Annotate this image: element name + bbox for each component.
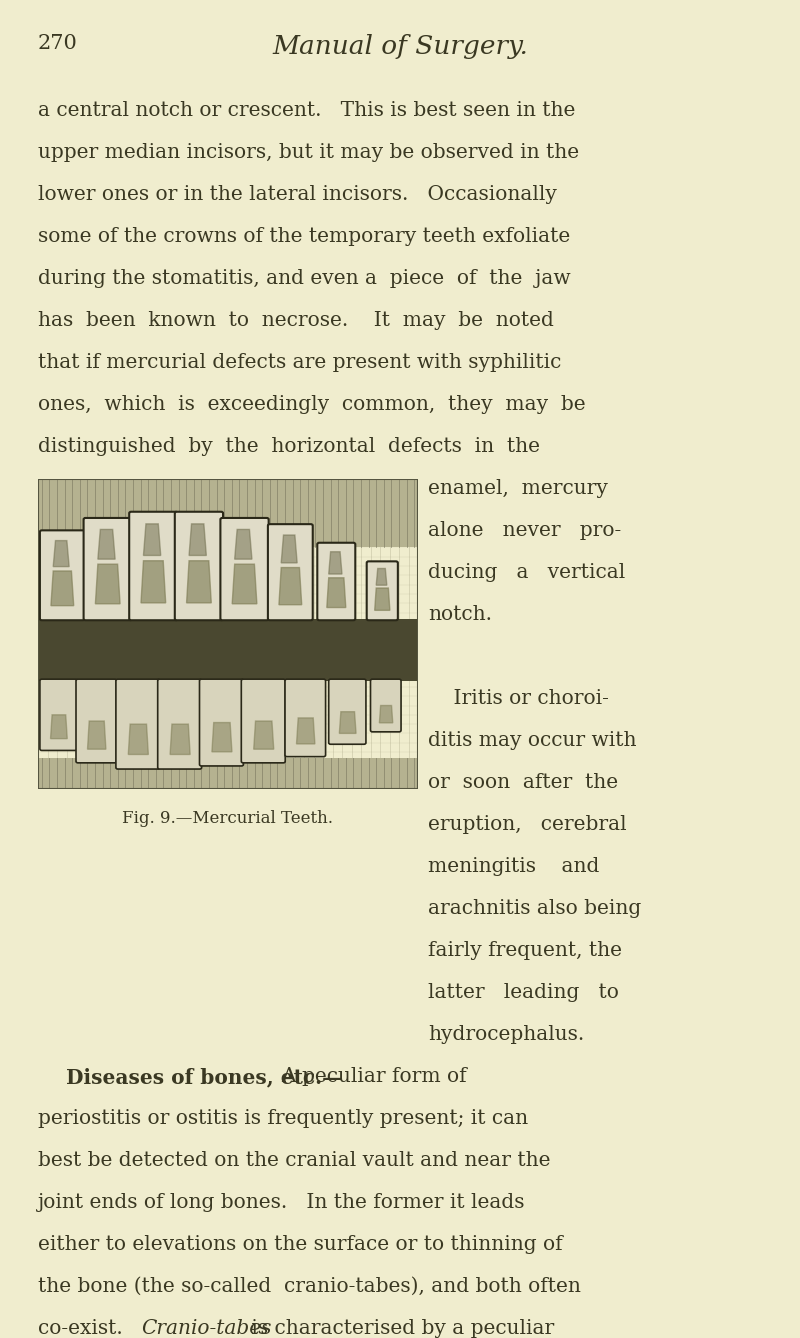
Bar bbox=[38, 618, 418, 681]
Polygon shape bbox=[297, 719, 315, 744]
Bar bbox=[38, 759, 418, 789]
FancyBboxPatch shape bbox=[76, 680, 117, 763]
FancyBboxPatch shape bbox=[158, 680, 202, 769]
Text: joint ends of long bones.   In the former it leads: joint ends of long bones. In the former … bbox=[38, 1193, 526, 1212]
Text: fairly frequent, the: fairly frequent, the bbox=[428, 941, 622, 961]
Text: that if mercurial defects are present with syphilitic: that if mercurial defects are present wi… bbox=[38, 353, 562, 372]
Text: periostitis or ostitis is frequently present; it can: periostitis or ostitis is frequently pre… bbox=[38, 1109, 528, 1128]
Text: lower ones or in the lateral incisors.   Occasionally: lower ones or in the lateral incisors. O… bbox=[38, 185, 557, 205]
Polygon shape bbox=[339, 712, 356, 733]
Text: has  been  known  to  necrose.    It  may  be  noted: has been known to necrose. It may be not… bbox=[38, 312, 554, 330]
FancyBboxPatch shape bbox=[83, 518, 132, 621]
Text: Iritis or choroi-: Iritis or choroi- bbox=[428, 689, 609, 708]
Text: A peculiar form of: A peculiar form of bbox=[282, 1068, 467, 1086]
FancyBboxPatch shape bbox=[268, 524, 313, 621]
Text: eruption,   cerebral: eruption, cerebral bbox=[428, 815, 626, 834]
FancyBboxPatch shape bbox=[175, 511, 223, 621]
Text: Fig. 9.—Mercurial Teeth.: Fig. 9.—Mercurial Teeth. bbox=[122, 811, 334, 827]
Polygon shape bbox=[234, 530, 252, 559]
Bar bbox=[38, 479, 418, 547]
FancyBboxPatch shape bbox=[40, 530, 85, 621]
Text: Manual of Surgery.: Manual of Surgery. bbox=[272, 33, 528, 59]
Polygon shape bbox=[51, 571, 74, 606]
Polygon shape bbox=[279, 567, 302, 605]
FancyBboxPatch shape bbox=[329, 680, 366, 744]
Polygon shape bbox=[374, 587, 390, 610]
Text: arachnitis also being: arachnitis also being bbox=[428, 899, 642, 918]
Text: or  soon  after  the: or soon after the bbox=[428, 773, 618, 792]
Text: Diseases of bones, etc.—: Diseases of bones, etc.— bbox=[38, 1068, 342, 1088]
Polygon shape bbox=[143, 524, 161, 555]
Text: enamel,  mercury: enamel, mercury bbox=[428, 479, 608, 498]
FancyBboxPatch shape bbox=[40, 680, 77, 751]
FancyBboxPatch shape bbox=[370, 680, 401, 732]
Text: co-exist.: co-exist. bbox=[38, 1319, 142, 1338]
FancyBboxPatch shape bbox=[199, 680, 243, 765]
Text: Cranio-tabes: Cranio-tabes bbox=[142, 1319, 272, 1338]
Text: is characterised by a peculiar: is characterised by a peculiar bbox=[245, 1319, 554, 1338]
Text: notch.: notch. bbox=[428, 605, 492, 625]
Text: latter   leading   to: latter leading to bbox=[428, 983, 619, 1002]
Text: some of the crowns of the temporary teeth exfoliate: some of the crowns of the temporary teet… bbox=[38, 227, 570, 246]
Polygon shape bbox=[376, 569, 387, 585]
Polygon shape bbox=[141, 561, 166, 603]
Text: ducing   a   vertical: ducing a vertical bbox=[428, 563, 626, 582]
FancyBboxPatch shape bbox=[285, 680, 326, 757]
Text: alone   never   pro-: alone never pro- bbox=[428, 522, 622, 541]
Polygon shape bbox=[379, 705, 393, 723]
Polygon shape bbox=[186, 561, 211, 603]
FancyBboxPatch shape bbox=[242, 680, 286, 763]
FancyBboxPatch shape bbox=[221, 518, 269, 621]
Text: ones,  which  is  exceedingly  common,  they  may  be: ones, which is exceedingly common, they … bbox=[38, 395, 586, 415]
FancyBboxPatch shape bbox=[116, 680, 160, 769]
Polygon shape bbox=[50, 714, 67, 739]
Polygon shape bbox=[254, 721, 274, 749]
Text: distinguished  by  the  horizontal  defects  in  the: distinguished by the horizontal defects … bbox=[38, 438, 540, 456]
Text: meningitis    and: meningitis and bbox=[428, 858, 599, 876]
Polygon shape bbox=[128, 724, 148, 755]
Text: the bone (the so-called  cranio-tabes), and both often: the bone (the so-called cranio-tabes), a… bbox=[38, 1278, 581, 1297]
FancyBboxPatch shape bbox=[366, 562, 398, 621]
Text: a central notch or crescent.   This is best seen in the: a central notch or crescent. This is bes… bbox=[38, 102, 575, 120]
Polygon shape bbox=[212, 723, 232, 752]
Polygon shape bbox=[53, 541, 69, 566]
Text: either to elevations on the surface or to thinning of: either to elevations on the surface or t… bbox=[38, 1235, 562, 1254]
Text: best be detected on the cranial vault and near the: best be detected on the cranial vault an… bbox=[38, 1151, 550, 1171]
Polygon shape bbox=[327, 578, 346, 607]
Polygon shape bbox=[170, 724, 190, 755]
Text: during the stomatitis, and even a  piece  of  the  jaw: during the stomatitis, and even a piece … bbox=[38, 269, 570, 288]
Polygon shape bbox=[95, 565, 120, 603]
Polygon shape bbox=[232, 565, 257, 603]
FancyBboxPatch shape bbox=[129, 511, 178, 621]
Text: upper median incisors, but it may be observed in the: upper median incisors, but it may be obs… bbox=[38, 143, 579, 162]
Text: 270: 270 bbox=[38, 33, 78, 54]
Polygon shape bbox=[282, 535, 297, 563]
Polygon shape bbox=[87, 721, 106, 749]
FancyBboxPatch shape bbox=[318, 543, 355, 621]
Text: ditis may occur with: ditis may occur with bbox=[428, 731, 637, 751]
Polygon shape bbox=[98, 530, 115, 559]
Polygon shape bbox=[329, 551, 342, 574]
Text: hydrocephalus.: hydrocephalus. bbox=[428, 1025, 584, 1044]
Polygon shape bbox=[189, 524, 206, 555]
